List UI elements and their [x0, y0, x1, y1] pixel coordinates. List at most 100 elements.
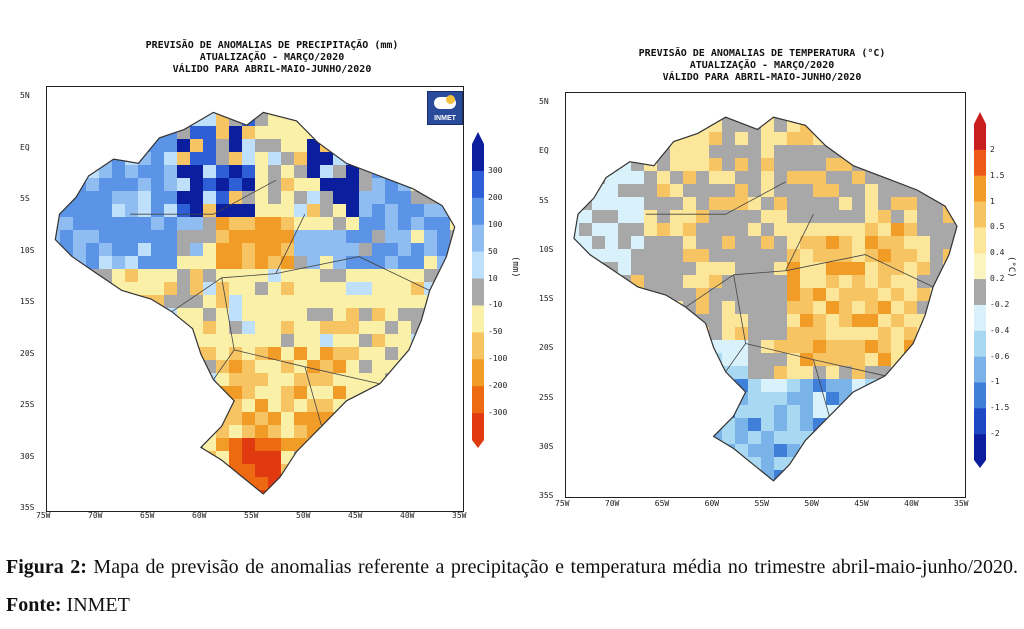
anomaly-cell	[333, 308, 347, 322]
anomaly-cell	[359, 503, 373, 511]
anomaly-cell	[644, 171, 658, 185]
anomaly-cell	[878, 184, 892, 198]
anomaly-cell	[229, 269, 243, 283]
anomaly-cell	[346, 399, 360, 413]
anomaly-cell	[112, 451, 126, 465]
lat-tick-label: 10S	[20, 245, 35, 255]
anomaly-cell	[281, 386, 295, 400]
anomaly-cell	[696, 301, 710, 315]
anomaly-cell	[99, 243, 113, 257]
anomaly-cell	[268, 217, 282, 231]
anomaly-cell	[320, 386, 334, 400]
anomaly-cell	[437, 295, 451, 309]
anomaly-cell	[450, 438, 455, 452]
anomaly-cell	[398, 295, 412, 309]
anomaly-cell	[86, 126, 100, 140]
anomaly-cell	[99, 373, 113, 387]
anomaly-cell	[618, 470, 632, 481]
anomaly-cell	[670, 405, 684, 419]
anomaly-cell	[956, 431, 957, 445]
anomaly-cell	[787, 93, 801, 107]
anomaly-cell	[385, 386, 399, 400]
anomaly-cell	[112, 399, 126, 413]
anomaly-cell	[852, 366, 866, 380]
anomaly-cell	[618, 301, 632, 315]
anomaly-cell	[190, 503, 204, 511]
anomaly-cell	[956, 496, 965, 497]
anomaly-cell	[268, 87, 282, 101]
anomaly-cell	[411, 308, 425, 322]
anomaly-cell	[73, 243, 87, 257]
anomaly-cell	[229, 451, 243, 465]
anomaly-cell	[398, 230, 412, 244]
anomaly-cell	[281, 112, 295, 114]
anomaly-cell	[450, 464, 455, 478]
anomaly-cell	[774, 275, 788, 289]
anomaly-cell	[748, 457, 762, 471]
anomaly-cell	[722, 119, 736, 133]
anomaly-cell	[865, 392, 879, 406]
anomaly-cell	[644, 210, 658, 224]
lon-tick-label: 35W	[452, 511, 467, 520]
anomaly-cell	[55, 334, 61, 348]
anomaly-cell	[657, 210, 671, 224]
anomaly-cell	[774, 470, 788, 481]
anomaly-cell	[320, 282, 334, 296]
anomaly-cell	[574, 184, 580, 198]
anomaly-cell	[852, 288, 866, 302]
anomaly-cell	[891, 444, 905, 458]
anomaly-cell	[255, 204, 269, 218]
anomaly-cell	[574, 431, 580, 445]
anomaly-cell	[55, 295, 61, 309]
anomaly-cell	[333, 438, 347, 452]
anomaly-cell	[917, 158, 931, 172]
anomaly-cell	[86, 399, 100, 413]
anomaly-cell	[151, 360, 165, 374]
anomaly-cell	[657, 379, 671, 393]
anomaly-cell	[437, 347, 451, 361]
anomaly-cell	[891, 262, 905, 276]
lon-tick-label: 55W	[754, 499, 769, 508]
anomaly-cell	[450, 477, 455, 491]
anomaly-cell	[177, 152, 191, 166]
anomaly-cell	[943, 236, 957, 250]
anomaly-cell	[346, 347, 360, 361]
anomaly-cell	[574, 366, 580, 380]
anomaly-cell	[618, 444, 632, 458]
anomaly-cell	[696, 392, 710, 406]
anomaly-cell	[385, 256, 399, 270]
anomaly-cell	[190, 490, 204, 495]
anomaly-cell	[956, 366, 957, 380]
anomaly-cell	[579, 340, 593, 354]
anomaly-cell	[826, 444, 840, 458]
anomaly-cell	[307, 334, 321, 348]
anomaly-cell	[320, 490, 334, 495]
anomaly-cell	[683, 457, 697, 471]
anomaly-cell	[411, 451, 425, 465]
colorbar-segment	[974, 175, 986, 202]
anomaly-cell	[60, 464, 74, 478]
anomaly-cell	[151, 112, 165, 114]
anomaly-cell	[164, 503, 178, 511]
anomaly-cell	[878, 119, 892, 133]
anomaly-cell	[242, 412, 256, 426]
anomaly-cell	[800, 249, 814, 263]
anomaly-cell	[151, 269, 165, 283]
anomaly-cell	[917, 457, 931, 471]
anomaly-cell	[956, 184, 957, 198]
anomaly-cell	[177, 295, 191, 309]
anomaly-cell	[696, 132, 710, 146]
anomaly-cell	[592, 431, 606, 445]
anomaly-cell	[774, 158, 788, 172]
anomaly-cell	[281, 152, 295, 166]
anomaly-cell	[748, 117, 762, 120]
anomaly-cell	[891, 327, 905, 341]
anomaly-cell	[60, 113, 74, 127]
anomaly-cell	[943, 366, 957, 380]
anomaly-cell	[761, 470, 775, 481]
anomaly-cell	[437, 412, 451, 426]
anomaly-cell	[800, 171, 814, 185]
anomaly-cell	[242, 139, 256, 153]
anomaly-cell	[748, 418, 762, 432]
anomaly-cell	[839, 301, 853, 315]
